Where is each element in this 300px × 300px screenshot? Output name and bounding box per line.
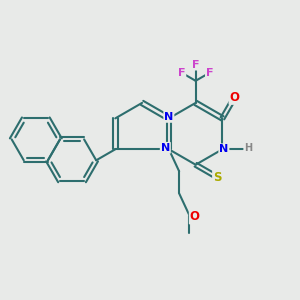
Text: F: F bbox=[206, 68, 213, 78]
Text: F: F bbox=[192, 60, 200, 70]
Text: N: N bbox=[219, 144, 229, 154]
Text: S: S bbox=[213, 171, 222, 184]
Text: O: O bbox=[190, 211, 200, 224]
Text: H: H bbox=[244, 143, 252, 153]
Text: F: F bbox=[178, 68, 185, 78]
Text: N: N bbox=[164, 112, 173, 122]
Text: O: O bbox=[230, 91, 239, 104]
Text: N: N bbox=[161, 143, 170, 153]
